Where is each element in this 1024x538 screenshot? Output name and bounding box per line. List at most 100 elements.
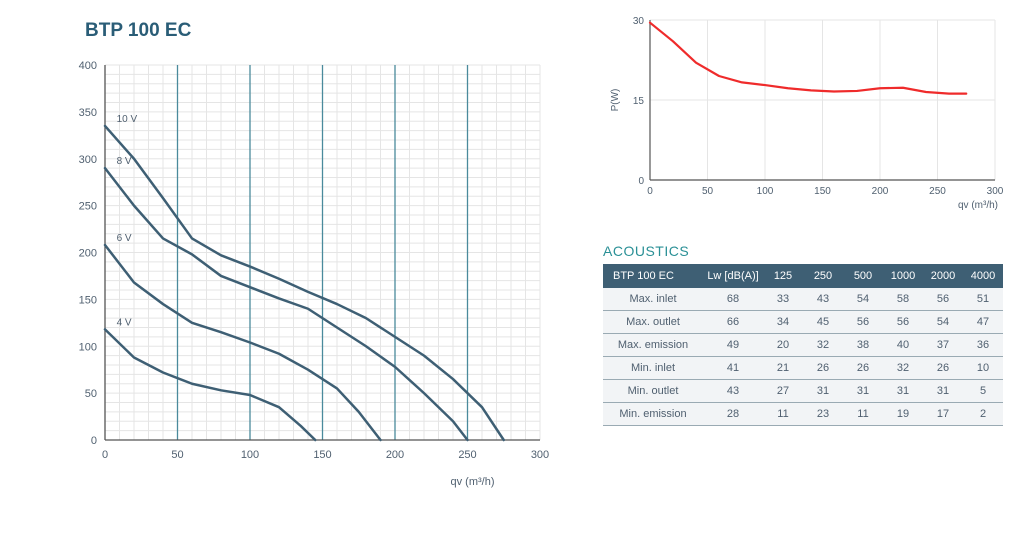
table-row: Min. inlet41212626322610 xyxy=(603,357,1003,380)
chart-title: BTP 100 EC xyxy=(85,20,191,42)
svg-text:P(W): P(W) xyxy=(610,89,621,112)
table-cell: 68 xyxy=(703,288,763,311)
svg-text:qv (m³/h): qv (m³/h) xyxy=(451,476,495,488)
acoustics-col-header: 250 xyxy=(803,264,843,288)
acoustics-col-header: 125 xyxy=(763,264,803,288)
table-row: Max. inlet68334354585651 xyxy=(603,288,1003,311)
svg-text:150: 150 xyxy=(814,186,831,197)
table-cell: 38 xyxy=(843,334,883,357)
table-cell: 32 xyxy=(883,357,923,380)
svg-text:8 V: 8 V xyxy=(117,156,132,167)
table-row: Max. emission49203238403736 xyxy=(603,334,1003,357)
svg-text:200: 200 xyxy=(386,449,404,461)
table-cell: 31 xyxy=(883,380,923,403)
svg-text:200: 200 xyxy=(79,248,97,260)
table-cell: 31 xyxy=(923,380,963,403)
table-cell: 56 xyxy=(843,311,883,334)
svg-text:250: 250 xyxy=(929,186,946,197)
table-cell: 26 xyxy=(843,357,883,380)
svg-text:250: 250 xyxy=(79,201,97,213)
table-cell: 23 xyxy=(803,403,843,426)
table-cell: 11 xyxy=(763,403,803,426)
acoustics-col-header: 1000 xyxy=(883,264,923,288)
table-cell: 2 xyxy=(963,403,1003,426)
table-cell: 47 xyxy=(963,311,1003,334)
svg-text:150: 150 xyxy=(79,294,97,306)
svg-text:400: 400 xyxy=(79,60,97,72)
row-label: Max. emission xyxy=(603,334,703,357)
svg-text:4 V: 4 V xyxy=(117,317,132,328)
table-cell: 56 xyxy=(883,311,923,334)
table-cell: 49 xyxy=(703,334,763,357)
svg-text:300: 300 xyxy=(531,449,549,461)
svg-text:50: 50 xyxy=(85,388,97,400)
svg-text:350: 350 xyxy=(79,107,97,119)
table-cell: 27 xyxy=(763,380,803,403)
acoustics-col-header: 4000 xyxy=(963,264,1003,288)
svg-text:50: 50 xyxy=(702,186,714,197)
table-cell: 11 xyxy=(843,403,883,426)
row-label: Min. outlet xyxy=(603,380,703,403)
table-cell: 54 xyxy=(843,288,883,311)
pressure-flow-chart: 0 50 100 150 200 250 300 0 50 100 150 200 250 300 350 4… xyxy=(40,50,560,530)
table-cell: 5 xyxy=(963,380,1003,403)
acoustics-heading: ACOUSTICS xyxy=(603,243,689,259)
svg-text:200: 200 xyxy=(872,186,889,197)
svg-text:0: 0 xyxy=(91,435,97,447)
table-cell: 43 xyxy=(803,288,843,311)
table-cell: 17 xyxy=(923,403,963,426)
table-row: Min. emission2811231119172 xyxy=(603,403,1003,426)
svg-text:0: 0 xyxy=(647,186,653,197)
row-label: Min. emission xyxy=(603,403,703,426)
table-cell: 54 xyxy=(923,311,963,334)
page-root: { "title": { "text": "BTP 100 EC", "colo… xyxy=(0,0,1024,538)
acoustics-col-header: BTP 100 EC xyxy=(603,264,703,288)
table-cell: 31 xyxy=(803,380,843,403)
table-cell: 20 xyxy=(763,334,803,357)
svg-text:15: 15 xyxy=(633,96,645,107)
table-cell: 32 xyxy=(803,334,843,357)
svg-text:100: 100 xyxy=(79,341,97,353)
acoustics-col-header: 2000 xyxy=(923,264,963,288)
row-label: Min. inlet xyxy=(603,357,703,380)
acoustics-col-header: Lw [dB(A)] xyxy=(703,264,763,288)
acoustics-table: BTP 100 ECLw [dB(A)]12525050010002000400… xyxy=(603,264,1003,426)
svg-text:250: 250 xyxy=(458,449,476,461)
table-cell: 34 xyxy=(763,311,803,334)
table-row: Max. outlet66344556565447 xyxy=(603,311,1003,334)
table-cell: 36 xyxy=(963,334,1003,357)
svg-text:100: 100 xyxy=(757,186,774,197)
svg-text:6 V: 6 V xyxy=(117,233,132,244)
table-cell: 31 xyxy=(843,380,883,403)
table-cell: 66 xyxy=(703,311,763,334)
power-flow-chart: 0 50 100 150 200 250 300 0 15 30 qv (m³/h) P(W) xyxy=(600,10,1020,240)
table-cell: 41 xyxy=(703,357,763,380)
svg-text:100: 100 xyxy=(241,449,259,461)
table-cell: 45 xyxy=(803,311,843,334)
svg-text:0: 0 xyxy=(102,449,108,461)
table-cell: 51 xyxy=(963,288,1003,311)
svg-text:30: 30 xyxy=(633,16,645,27)
svg-text:300: 300 xyxy=(987,186,1004,197)
svg-text:150: 150 xyxy=(313,449,331,461)
row-label: Max. inlet xyxy=(603,288,703,311)
table-cell: 26 xyxy=(923,357,963,380)
svg-text:qv (m³/h): qv (m³/h) xyxy=(958,200,998,211)
table-cell: 43 xyxy=(703,380,763,403)
table-cell: 10 xyxy=(963,357,1003,380)
table-cell: 28 xyxy=(703,403,763,426)
table-cell: 26 xyxy=(803,357,843,380)
table-cell: 56 xyxy=(923,288,963,311)
svg-text:50: 50 xyxy=(171,449,183,461)
table-cell: 58 xyxy=(883,288,923,311)
table-cell: 40 xyxy=(883,334,923,357)
table-cell: 33 xyxy=(763,288,803,311)
svg-text:0: 0 xyxy=(638,176,644,187)
svg-text:300: 300 xyxy=(79,154,97,166)
table-row: Min. outlet4327313131315 xyxy=(603,380,1003,403)
table-cell: 37 xyxy=(923,334,963,357)
table-cell: 21 xyxy=(763,357,803,380)
table-cell: 19 xyxy=(883,403,923,426)
acoustics-col-header: 500 xyxy=(843,264,883,288)
svg-text:10 V: 10 V xyxy=(117,114,138,125)
